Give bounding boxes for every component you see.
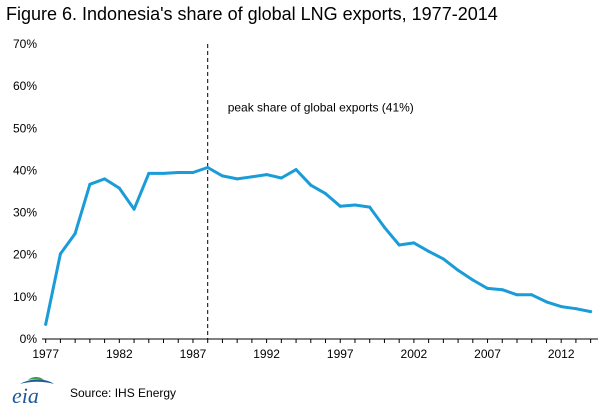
footer: eia Source: IHS Energy xyxy=(6,376,306,406)
data-points xyxy=(44,165,593,326)
data-point xyxy=(176,171,180,175)
x-tick-label: 1992 xyxy=(253,347,280,361)
data-point xyxy=(412,241,416,245)
data-point xyxy=(88,182,92,186)
data-point xyxy=(73,232,77,236)
logo-leaf-icon xyxy=(28,377,44,380)
data-point xyxy=(324,192,328,196)
data-point xyxy=(220,174,224,178)
y-tick-label: 20% xyxy=(13,248,37,262)
data-point xyxy=(515,293,519,297)
data-point xyxy=(530,293,534,297)
data-point xyxy=(471,278,475,282)
y-tick-label: 40% xyxy=(13,163,37,177)
data-point xyxy=(368,205,372,209)
data-point xyxy=(235,177,239,181)
data-point xyxy=(191,171,195,175)
peak-annotation: peak share of global exports (41%) xyxy=(228,100,414,114)
data-point xyxy=(486,286,490,290)
series-line xyxy=(44,166,593,326)
x-tick-label: 2002 xyxy=(401,347,428,361)
y-tick-label: 60% xyxy=(13,79,37,93)
y-tick-label: 10% xyxy=(13,290,37,304)
x-axis-ticks: 1977 1982 1987 1992 1997 2002 2007 2012 xyxy=(32,339,592,361)
chart-title: Figure 6. Indonesia's share of global LN… xyxy=(6,4,498,24)
y-axis-ticks: 0% 10% 20% 30% 40% 50% 60% 70% xyxy=(13,37,37,346)
data-point xyxy=(397,243,401,247)
data-point xyxy=(279,176,283,180)
x-tick-label: 2007 xyxy=(474,347,501,361)
logo-arc-icon xyxy=(20,379,54,384)
data-point xyxy=(441,257,445,261)
y-tick-label: 30% xyxy=(13,206,37,220)
y-tick-label: 0% xyxy=(20,332,38,346)
data-point xyxy=(206,165,210,169)
y-tick-label: 50% xyxy=(13,121,37,135)
data-point xyxy=(574,307,578,311)
data-point xyxy=(456,268,460,272)
y-tick-label: 70% xyxy=(13,37,37,51)
data-point xyxy=(103,177,107,181)
data-point xyxy=(559,305,563,309)
data-point xyxy=(162,171,166,175)
data-point xyxy=(250,175,254,179)
x-tick-label: 1987 xyxy=(180,347,207,361)
source-note: Source: IHS Energy xyxy=(70,386,177,400)
data-point xyxy=(132,207,136,211)
data-point xyxy=(544,300,548,304)
data-point xyxy=(265,173,269,177)
data-point xyxy=(500,288,504,292)
data-point xyxy=(353,203,357,207)
x-tick-label: 1977 xyxy=(32,347,59,361)
data-point xyxy=(338,204,342,208)
data-point xyxy=(294,168,298,172)
x-tick-label: 2012 xyxy=(548,347,575,361)
data-point xyxy=(589,310,593,314)
data-point xyxy=(58,252,62,256)
data-point xyxy=(117,186,121,190)
data-point xyxy=(309,183,313,187)
eia-logo: eia xyxy=(12,377,54,406)
data-point xyxy=(382,225,386,229)
data-point xyxy=(44,322,48,326)
data-point xyxy=(147,171,151,175)
x-tick-label: 1982 xyxy=(106,347,133,361)
logo-text: eia xyxy=(12,383,39,406)
x-tick-label: 1997 xyxy=(327,347,354,361)
data-point xyxy=(427,249,431,253)
